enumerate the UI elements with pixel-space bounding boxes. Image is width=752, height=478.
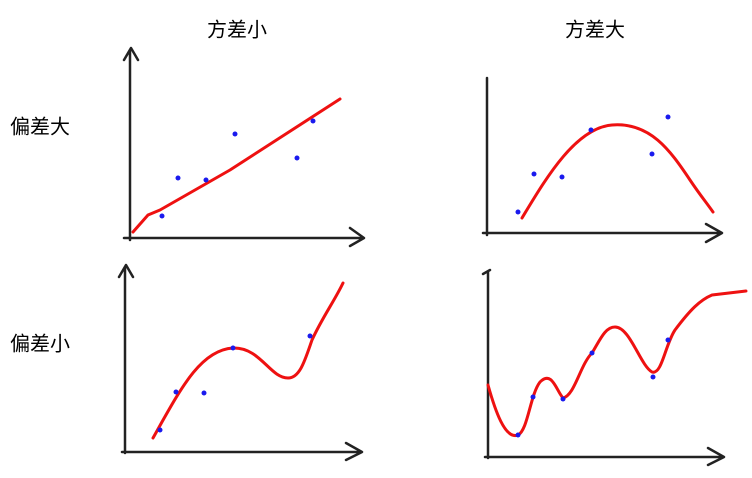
points bbox=[515, 114, 671, 215]
column-title: 方差小 bbox=[207, 18, 267, 42]
axes bbox=[481, 268, 726, 467]
axes bbox=[481, 76, 724, 244]
fit-curve bbox=[520, 123, 715, 220]
row-label: 偏差小 bbox=[10, 332, 70, 356]
points bbox=[159, 118, 316, 219]
fit-curve bbox=[486, 289, 748, 437]
points bbox=[515, 337, 671, 438]
panel bbox=[481, 268, 748, 467]
fit-curve bbox=[151, 281, 345, 440]
fit-line bbox=[131, 97, 342, 234]
axes bbox=[117, 263, 364, 462]
points bbox=[157, 333, 313, 433]
axes bbox=[122, 46, 366, 248]
panel bbox=[481, 76, 724, 244]
panel bbox=[122, 46, 366, 248]
panel bbox=[117, 263, 364, 462]
column-title: 方差大 bbox=[565, 18, 625, 42]
row-label: 偏差大 bbox=[10, 115, 70, 139]
